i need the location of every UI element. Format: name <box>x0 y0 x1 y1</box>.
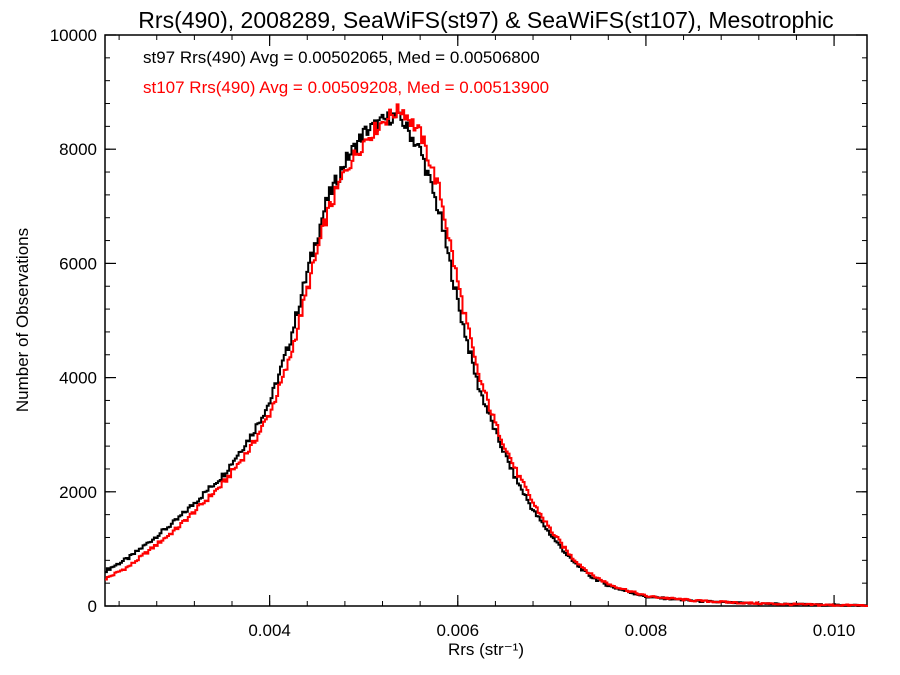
series-line-st97 <box>105 111 868 607</box>
x-tick-label: 0.004 <box>248 621 291 640</box>
y-axis-label: Number of Observations <box>13 228 32 412</box>
annotation-st107: st107 Rrs(490) Avg = 0.00509208, Med = 0… <box>143 78 549 97</box>
y-tick-label: 10000 <box>50 26 97 45</box>
series-line-st107 <box>105 103 868 607</box>
y-tick-label: 6000 <box>59 254 97 273</box>
y-tick-label: 8000 <box>59 140 97 159</box>
y-tick-label: 0 <box>88 597 97 616</box>
chart-title: Rrs(490), 2008289, SeaWiFS(st97) & SeaWi… <box>138 7 833 33</box>
series-layer <box>105 103 868 607</box>
y-tick-label: 2000 <box>59 483 97 502</box>
plot-frame <box>104 34 868 607</box>
y-axis-ticks: 0 2000 4000 6000 8000 10000 <box>50 26 867 616</box>
annotation-st97: st97 Rrs(490) Avg = 0.00502065, Med = 0.… <box>143 48 540 67</box>
x-axis-label: Rrs (str⁻¹) <box>448 640 524 659</box>
x-tick-label: 0.010 <box>813 621 856 640</box>
x-tick-label: 0.006 <box>437 621 480 640</box>
x-tick-label: 0.008 <box>625 621 668 640</box>
y-tick-label: 4000 <box>59 369 97 388</box>
x-axis-ticks: 0.004 0.006 0.008 0.010 <box>118 35 856 640</box>
